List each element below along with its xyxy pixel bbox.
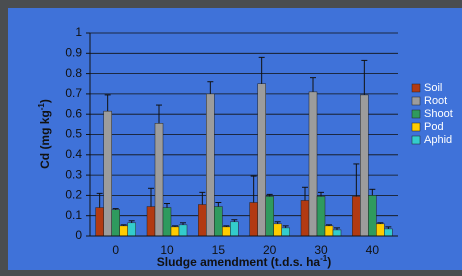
bar — [250, 203, 258, 236]
bar — [325, 226, 333, 236]
bar — [206, 94, 214, 236]
y-tick-label: 0.1 — [65, 208, 82, 222]
x-tick-label: 15 — [212, 243, 226, 257]
x-tick-label: 10 — [160, 243, 174, 257]
x-tick-label: 40 — [366, 243, 380, 257]
bar — [147, 207, 155, 236]
y-tick-label: 0.3 — [65, 167, 82, 181]
x-tick-label: 30 — [314, 243, 328, 257]
y-tick-label: 0.4 — [65, 147, 82, 161]
bar — [333, 230, 341, 236]
bar — [222, 227, 230, 236]
bar — [96, 208, 104, 236]
bar — [376, 224, 384, 236]
page: {"chart_data": {"type": "bar", "y_label"… — [0, 0, 462, 276]
bar — [301, 200, 309, 236]
y-tick-label: 0.9 — [65, 45, 82, 59]
bar — [317, 196, 325, 236]
bar — [128, 223, 136, 236]
bar — [309, 92, 317, 236]
legend-label: Shoot — [424, 108, 453, 120]
legend-swatch — [412, 123, 420, 131]
bar — [266, 196, 274, 236]
bar — [230, 222, 238, 236]
y-title-text: ) — [38, 99, 52, 103]
y-tick-label: 0.7 — [65, 86, 82, 100]
x-title-text: Sludge amendment (t.d.s. ha — [157, 255, 321, 269]
bar — [179, 225, 187, 236]
bar — [120, 226, 128, 236]
legend-swatch — [412, 136, 420, 144]
legend-label: Root — [424, 95, 447, 107]
bar — [368, 195, 376, 236]
bar — [214, 207, 222, 236]
y-tick-label: 1 — [75, 25, 82, 39]
bar — [282, 228, 290, 236]
bar — [171, 227, 179, 236]
bar — [155, 123, 163, 236]
bar — [360, 95, 368, 236]
legend-swatch — [412, 97, 420, 105]
bar — [198, 205, 206, 236]
y-tick-label: 0.8 — [65, 66, 82, 80]
bar — [258, 84, 266, 236]
bar — [352, 196, 360, 236]
legend-swatch — [412, 84, 420, 92]
x-axis-title: Sludge amendment (t.d.s. ha-1) — [157, 254, 331, 269]
y-tick-label: 0.5 — [65, 127, 82, 141]
y-tick-label: 0.6 — [65, 106, 82, 120]
legend-label: Soil — [424, 82, 442, 94]
x-tick-label: 20 — [263, 243, 277, 257]
x-tick-label: 0 — [112, 243, 119, 257]
bar — [112, 210, 120, 236]
bar — [163, 208, 171, 236]
bar — [274, 224, 282, 236]
legend-label: Aphid — [424, 134, 452, 146]
legend-label: Pod — [424, 121, 444, 133]
y-title-text: Cd (mg kg — [38, 110, 52, 169]
legend-swatch — [412, 110, 420, 118]
y-tick-label: 0 — [75, 228, 82, 242]
x-title-text: ) — [327, 255, 331, 269]
bar — [104, 111, 112, 236]
chart: Cd (mg kg-1) Sludge amendment (t.d.s. ha… — [0, 0, 462, 276]
bar — [384, 229, 392, 236]
y-tick-label: 0.2 — [65, 188, 82, 202]
